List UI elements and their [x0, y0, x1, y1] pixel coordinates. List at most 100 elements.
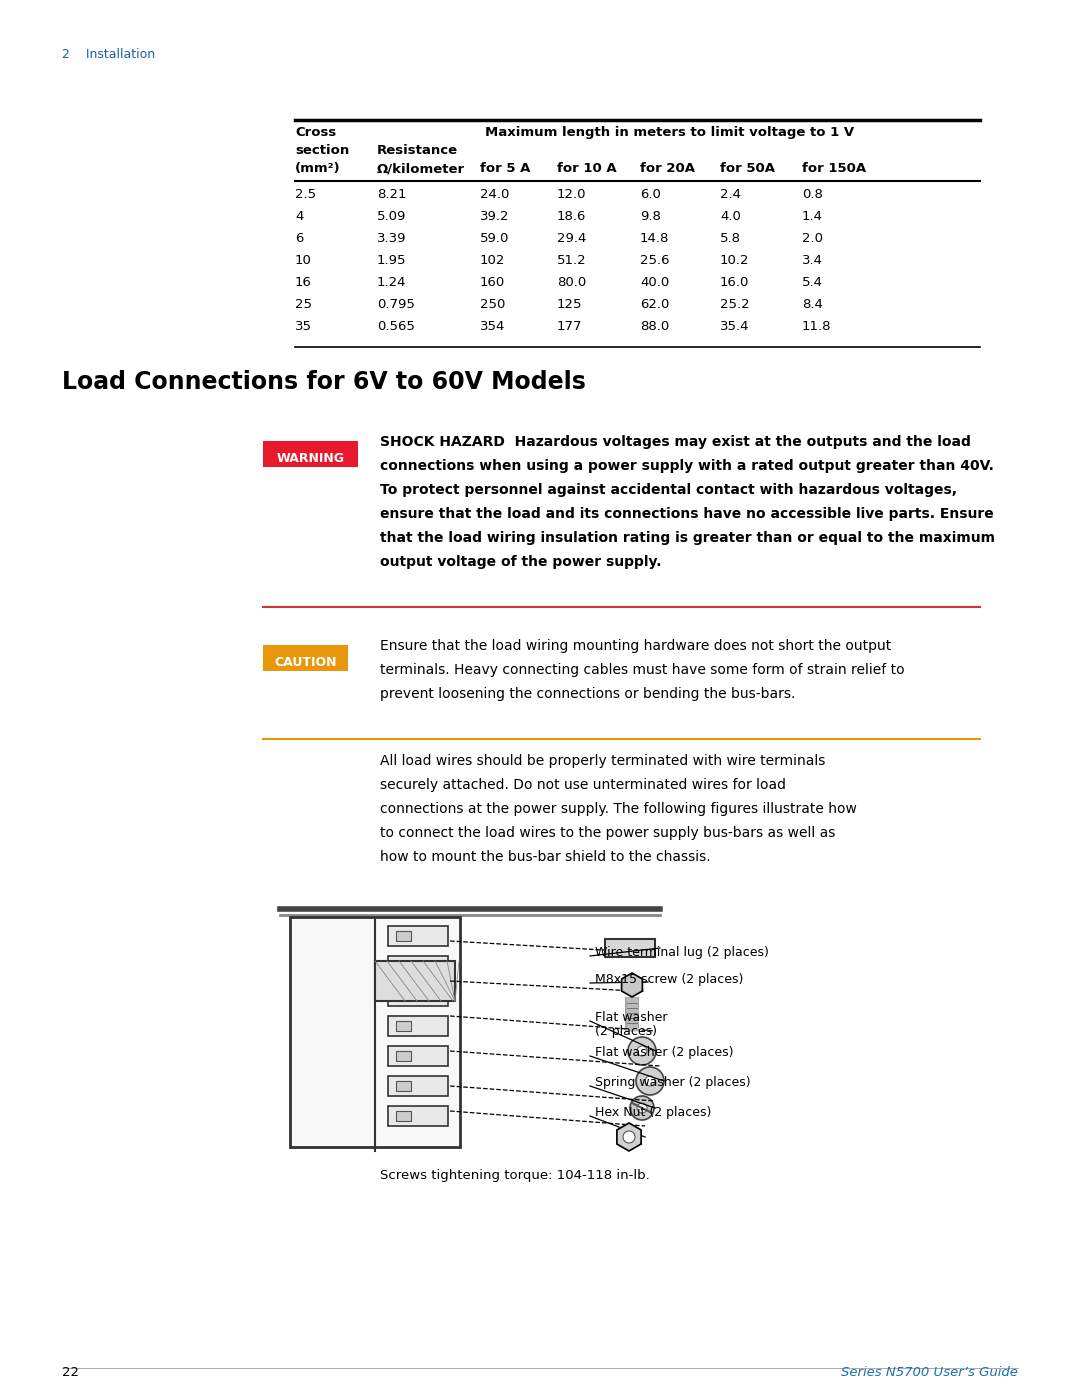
FancyBboxPatch shape	[396, 1051, 411, 1060]
Text: section: section	[295, 144, 349, 156]
Text: 6.0: 6.0	[640, 189, 661, 201]
FancyBboxPatch shape	[396, 1111, 411, 1120]
Text: 0.565: 0.565	[377, 320, 415, 332]
Text: 51.2: 51.2	[557, 254, 586, 267]
Text: 2.5: 2.5	[295, 189, 316, 201]
Text: CAUTION: CAUTION	[274, 657, 337, 669]
FancyBboxPatch shape	[388, 956, 448, 977]
Text: 2.0: 2.0	[802, 232, 823, 244]
Text: output voltage of the power supply.: output voltage of the power supply.	[380, 555, 661, 569]
Circle shape	[307, 1010, 313, 1016]
Text: 16.0: 16.0	[720, 277, 750, 289]
Circle shape	[307, 940, 313, 946]
Circle shape	[430, 1080, 442, 1092]
Text: 8.21: 8.21	[377, 189, 406, 201]
Text: that the load wiring insulation rating is greater than or equal to the maximum: that the load wiring insulation rating i…	[380, 531, 995, 545]
FancyBboxPatch shape	[375, 961, 455, 1002]
Text: (2 places): (2 places)	[595, 1025, 657, 1038]
Text: 5.4: 5.4	[802, 277, 823, 289]
Text: 22: 22	[62, 1366, 79, 1379]
Text: connections when using a power supply with a rated output greater than 40V.: connections when using a power supply wi…	[380, 460, 994, 474]
Text: 354: 354	[480, 320, 505, 332]
Text: 1.95: 1.95	[377, 254, 406, 267]
Text: to connect the load wires to the power supply bus-bars as well as: to connect the load wires to the power s…	[380, 826, 835, 840]
Text: Series N5700 User’s Guide: Series N5700 User’s Guide	[841, 1366, 1018, 1379]
Text: 4: 4	[295, 210, 303, 224]
Text: 250: 250	[480, 298, 505, 312]
FancyBboxPatch shape	[388, 986, 448, 1006]
Text: 1.4: 1.4	[802, 210, 823, 224]
Text: connections at the power supply. The following figures illustrate how: connections at the power supply. The fol…	[380, 802, 856, 816]
Circle shape	[630, 1097, 654, 1120]
FancyBboxPatch shape	[605, 939, 654, 957]
Text: 5.09: 5.09	[377, 210, 406, 224]
FancyBboxPatch shape	[396, 961, 411, 971]
Circle shape	[307, 975, 313, 981]
Text: 88.0: 88.0	[640, 320, 670, 332]
Text: 59.0: 59.0	[480, 232, 510, 244]
Text: 18.6: 18.6	[557, 210, 586, 224]
Text: Flat washer (2 places): Flat washer (2 places)	[595, 1046, 733, 1059]
Circle shape	[351, 1010, 357, 1016]
Text: 0.8: 0.8	[802, 189, 823, 201]
Text: 102: 102	[480, 254, 505, 267]
Circle shape	[430, 990, 442, 1002]
Circle shape	[430, 930, 442, 942]
Text: 11.8: 11.8	[802, 320, 832, 332]
Text: 14.8: 14.8	[640, 232, 670, 244]
Circle shape	[636, 1067, 664, 1095]
Circle shape	[637, 1046, 647, 1056]
Text: 5.8: 5.8	[720, 232, 741, 244]
Polygon shape	[622, 972, 643, 997]
Text: 35: 35	[295, 320, 312, 332]
FancyBboxPatch shape	[264, 441, 357, 467]
Circle shape	[329, 975, 335, 981]
Text: Wire terminal lug (2 places): Wire terminal lug (2 places)	[595, 946, 769, 958]
Text: SHOCK HAZARD  Hazardous voltages may exist at the outputs and the load: SHOCK HAZARD Hazardous voltages may exis…	[380, 434, 971, 448]
Circle shape	[637, 1104, 647, 1113]
Text: 0.795: 0.795	[377, 298, 415, 312]
Text: Flat washer: Flat washer	[595, 1011, 667, 1024]
Text: Ω/kilometer: Ω/kilometer	[377, 162, 465, 175]
Text: 25.2: 25.2	[720, 298, 750, 312]
Text: 16: 16	[295, 277, 312, 289]
Text: 3.39: 3.39	[377, 232, 406, 244]
FancyBboxPatch shape	[396, 1081, 411, 1091]
Polygon shape	[617, 1123, 642, 1151]
Circle shape	[351, 975, 357, 981]
Text: for 5 A: for 5 A	[480, 162, 530, 175]
Text: 2.4: 2.4	[720, 189, 741, 201]
Text: ensure that the load and its connections have no accessible live parts. Ensure: ensure that the load and its connections…	[380, 507, 994, 521]
Text: 24.0: 24.0	[480, 189, 510, 201]
Text: prevent loosening the connections or bending the bus-bars.: prevent loosening the connections or ben…	[380, 687, 795, 701]
Text: Resistance: Resistance	[377, 144, 458, 156]
FancyBboxPatch shape	[396, 1021, 411, 1031]
Circle shape	[329, 940, 335, 946]
Text: Cross: Cross	[295, 126, 336, 138]
Text: (mm²): (mm²)	[295, 162, 340, 175]
Text: 10.2: 10.2	[720, 254, 750, 267]
Text: 62.0: 62.0	[640, 298, 670, 312]
Text: 9.8: 9.8	[640, 210, 661, 224]
Text: All load wires should be properly terminated with wire terminals: All load wires should be properly termin…	[380, 754, 825, 768]
FancyBboxPatch shape	[388, 1106, 448, 1126]
FancyBboxPatch shape	[396, 930, 411, 942]
Circle shape	[644, 944, 650, 951]
FancyBboxPatch shape	[388, 926, 448, 946]
FancyBboxPatch shape	[396, 990, 411, 1002]
Text: 12.0: 12.0	[557, 189, 586, 201]
Text: Screws tightening torque: 104-118 in-lb.: Screws tightening torque: 104-118 in-lb.	[380, 1169, 650, 1182]
Text: Maximum length in meters to limit voltage to 1 V: Maximum length in meters to limit voltag…	[485, 126, 854, 138]
Text: 25: 25	[295, 298, 312, 312]
Text: 35.4: 35.4	[720, 320, 750, 332]
Text: To protect personnel against accidental contact with hazardous voltages,: To protect personnel against accidental …	[380, 483, 957, 497]
Text: 6: 6	[295, 232, 303, 244]
FancyBboxPatch shape	[264, 645, 348, 671]
Circle shape	[430, 1020, 442, 1032]
Text: 2    Installation: 2 Installation	[62, 47, 156, 61]
Text: 29.4: 29.4	[557, 232, 586, 244]
Text: Ensure that the load wiring mounting hardware does not short the output: Ensure that the load wiring mounting har…	[380, 638, 891, 652]
Text: 8.4: 8.4	[802, 298, 823, 312]
Text: securely attached. Do not use unterminated wires for load: securely attached. Do not use unterminat…	[380, 778, 786, 792]
FancyBboxPatch shape	[388, 1076, 448, 1097]
